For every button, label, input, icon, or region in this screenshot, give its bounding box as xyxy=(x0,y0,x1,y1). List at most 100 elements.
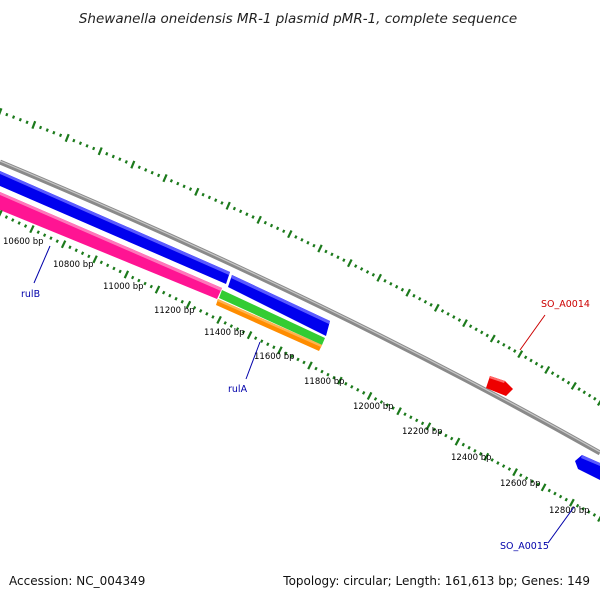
gene-SO_A0015[interactable] xyxy=(575,455,600,480)
tick-mark xyxy=(0,209,3,217)
tick-mark xyxy=(529,358,533,363)
tick-mark xyxy=(118,269,122,274)
tick-mark xyxy=(582,390,587,395)
tick-mark xyxy=(287,230,293,239)
tick-mark xyxy=(336,255,340,260)
tick-mark xyxy=(58,133,63,138)
tick-mark xyxy=(362,390,366,395)
inner-tick-ring xyxy=(0,209,600,523)
tick-mark xyxy=(403,412,407,417)
tick-mark xyxy=(519,473,523,478)
tick-mark xyxy=(592,513,597,517)
tick-mark xyxy=(38,125,43,130)
gene-label-SO_A0015[interactable]: SO_A0015 xyxy=(500,541,549,552)
tick-mark xyxy=(461,442,465,447)
tick-mark xyxy=(149,284,153,289)
tick-mark xyxy=(575,503,580,508)
tick-mark xyxy=(389,282,393,286)
tick-mark xyxy=(433,303,440,312)
tick-mark xyxy=(275,226,280,231)
tick-mark xyxy=(245,212,249,217)
tick-mark xyxy=(332,375,336,380)
tick-mark xyxy=(162,173,168,183)
tick-mark xyxy=(182,184,186,189)
tick-mark xyxy=(302,360,306,365)
gene-forward-1[interactable] xyxy=(0,171,230,284)
tick-mark xyxy=(111,154,115,159)
tick-mark xyxy=(118,157,122,162)
tick-mark xyxy=(391,406,395,410)
tick-mark xyxy=(429,302,433,307)
scale-label: 12800 bp xyxy=(549,506,590,516)
tick-mark xyxy=(60,240,67,249)
tick-mark xyxy=(365,270,370,274)
tick-mark xyxy=(507,467,512,471)
gene-label-SO_A0014[interactable]: SO_A0014 xyxy=(541,299,590,310)
outer-tick-ring xyxy=(0,107,600,406)
tick-mark xyxy=(199,308,203,313)
tick-mark xyxy=(235,327,240,331)
tick-mark xyxy=(412,293,416,298)
gene-forward-2[interactable] xyxy=(228,275,330,336)
tick-mark xyxy=(405,288,411,297)
tick-mark xyxy=(512,468,518,477)
gene-rulB[interactable] xyxy=(0,192,222,299)
tick-mark xyxy=(337,376,343,385)
tick-mark xyxy=(154,285,161,294)
tick-mark xyxy=(474,327,478,332)
tick-mark xyxy=(180,299,184,304)
tick-mark xyxy=(78,141,83,146)
tick-mark xyxy=(169,179,174,183)
tick-mark xyxy=(52,130,56,135)
tick-mark xyxy=(266,342,270,347)
scale-label: 12400 bp xyxy=(451,453,492,463)
tick-mark xyxy=(17,221,21,225)
gene-label-rulB[interactable]: rulB xyxy=(21,289,40,300)
gene-rulA-green[interactable] xyxy=(219,290,325,345)
tick-mark xyxy=(564,497,568,502)
tick-mark xyxy=(347,259,353,268)
scale-label: 12200 bp xyxy=(402,427,443,437)
tick-mark xyxy=(241,330,246,334)
scale-label: 10800 bp xyxy=(53,260,94,270)
tick-mark xyxy=(80,251,85,256)
gene-SO_A0014[interactable] xyxy=(486,376,513,396)
tick-mark xyxy=(523,355,528,360)
SO_A0014-leader xyxy=(519,314,546,351)
tick-mark xyxy=(544,365,551,374)
tick-mark xyxy=(23,224,28,228)
tick-mark xyxy=(282,229,286,234)
tick-mark xyxy=(45,128,49,132)
tick-mark xyxy=(440,309,445,313)
tick-mark xyxy=(49,236,53,240)
tick-mark xyxy=(379,400,384,404)
tick-mark xyxy=(162,290,166,295)
tick-mark xyxy=(468,324,473,329)
scale-label: 11200 bp xyxy=(154,306,195,316)
tick-mark xyxy=(420,421,425,426)
tick-mark xyxy=(452,315,456,319)
tick-mark xyxy=(326,372,330,377)
tick-mark xyxy=(55,239,59,243)
tick-mark xyxy=(97,147,103,156)
tick-mark xyxy=(371,273,375,277)
tick-mark xyxy=(192,306,197,310)
tick-mark xyxy=(342,258,346,262)
tick-mark xyxy=(540,483,547,492)
tick-mark xyxy=(143,281,147,286)
tick-mark xyxy=(124,160,128,164)
tick-mark xyxy=(587,510,591,514)
summary-text: Topology: circular; Length: 161,613 bp; … xyxy=(282,574,590,588)
gene-rulA-orange[interactable] xyxy=(216,299,322,351)
tick-mark xyxy=(225,201,231,210)
gene-label-rulA[interactable]: rulA xyxy=(228,384,248,395)
tick-mark xyxy=(415,418,419,423)
tick-mark xyxy=(507,346,511,350)
tick-mark xyxy=(418,296,422,301)
tick-mark xyxy=(577,387,581,391)
tick-mark xyxy=(540,364,544,369)
tick-mark xyxy=(174,296,178,301)
tick-mark xyxy=(290,354,294,359)
scale-label: 10600 bp xyxy=(3,237,44,247)
